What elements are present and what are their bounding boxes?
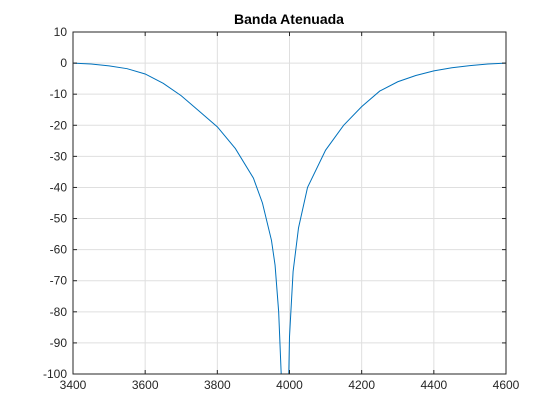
x-tick-label: 4600 <box>493 378 520 392</box>
series-line-segment-1 <box>73 62 282 374</box>
y-tick-label: -70 <box>50 274 68 288</box>
y-tick-label: 10 <box>54 25 68 39</box>
y-tick-label: -40 <box>50 180 68 194</box>
x-tick-label: 4000 <box>276 378 303 392</box>
y-tick-label: -30 <box>50 149 68 163</box>
series-line-segment-2 <box>288 62 506 374</box>
x-tick-label: 4400 <box>420 378 447 392</box>
x-tick-label: 3800 <box>204 378 231 392</box>
chart-title: Banda Atenuada <box>234 11 344 27</box>
y-tick-label: 0 <box>60 56 67 70</box>
y-tick-label: -20 <box>50 118 68 132</box>
y-tick-label: -100 <box>43 367 67 381</box>
y-tick-label: -80 <box>50 305 68 319</box>
y-tick-label: -50 <box>50 212 68 226</box>
plot-area: 3400 3600 3800 4000 4200 4400 4600 10 0 -10 -20 -30… <box>43 25 520 392</box>
x-tick-label: 3400 <box>60 378 87 392</box>
y-tick-label: -90 <box>50 336 68 350</box>
x-tick-label: 4200 <box>348 378 375 392</box>
y-tick-label: -10 <box>50 87 68 101</box>
y-tick-label: -60 <box>50 243 68 257</box>
x-tick-label: 3600 <box>132 378 159 392</box>
